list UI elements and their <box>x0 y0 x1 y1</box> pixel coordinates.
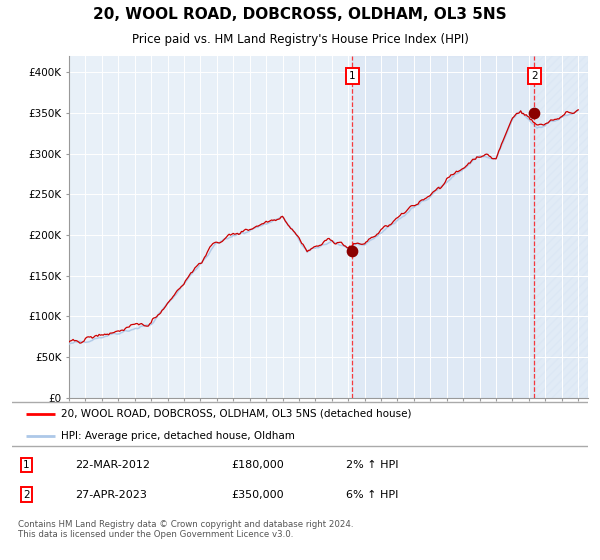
Text: 1: 1 <box>23 460 30 470</box>
Point <box>529 109 539 118</box>
Text: Price paid vs. HM Land Registry's House Price Index (HPI): Price paid vs. HM Land Registry's House … <box>131 33 469 46</box>
Text: £180,000: £180,000 <box>231 460 284 470</box>
Text: 20, WOOL ROAD, DOBCROSS, OLDHAM, OL3 5NS (detached house): 20, WOOL ROAD, DOBCROSS, OLDHAM, OL3 5NS… <box>61 409 412 419</box>
FancyBboxPatch shape <box>9 402 591 446</box>
Text: 22-MAR-2012: 22-MAR-2012 <box>76 460 151 470</box>
Bar <box>352 56 534 398</box>
Text: Contains HM Land Registry data © Crown copyright and database right 2024.
This d: Contains HM Land Registry data © Crown c… <box>18 520 353 539</box>
Text: 6% ↑ HPI: 6% ↑ HPI <box>346 489 398 500</box>
Text: 2% ↑ HPI: 2% ↑ HPI <box>346 460 398 470</box>
Point <box>347 247 357 256</box>
Text: 2: 2 <box>531 71 538 81</box>
Text: 20, WOOL ROAD, DOBCROSS, OLDHAM, OL3 5NS: 20, WOOL ROAD, DOBCROSS, OLDHAM, OL3 5NS <box>93 7 507 22</box>
Bar <box>534 56 588 398</box>
Text: 2: 2 <box>23 489 30 500</box>
Text: 27-APR-2023: 27-APR-2023 <box>76 489 147 500</box>
Text: HPI: Average price, detached house, Oldham: HPI: Average price, detached house, Oldh… <box>61 431 295 441</box>
Text: £350,000: £350,000 <box>231 489 284 500</box>
Text: 1: 1 <box>349 71 356 81</box>
